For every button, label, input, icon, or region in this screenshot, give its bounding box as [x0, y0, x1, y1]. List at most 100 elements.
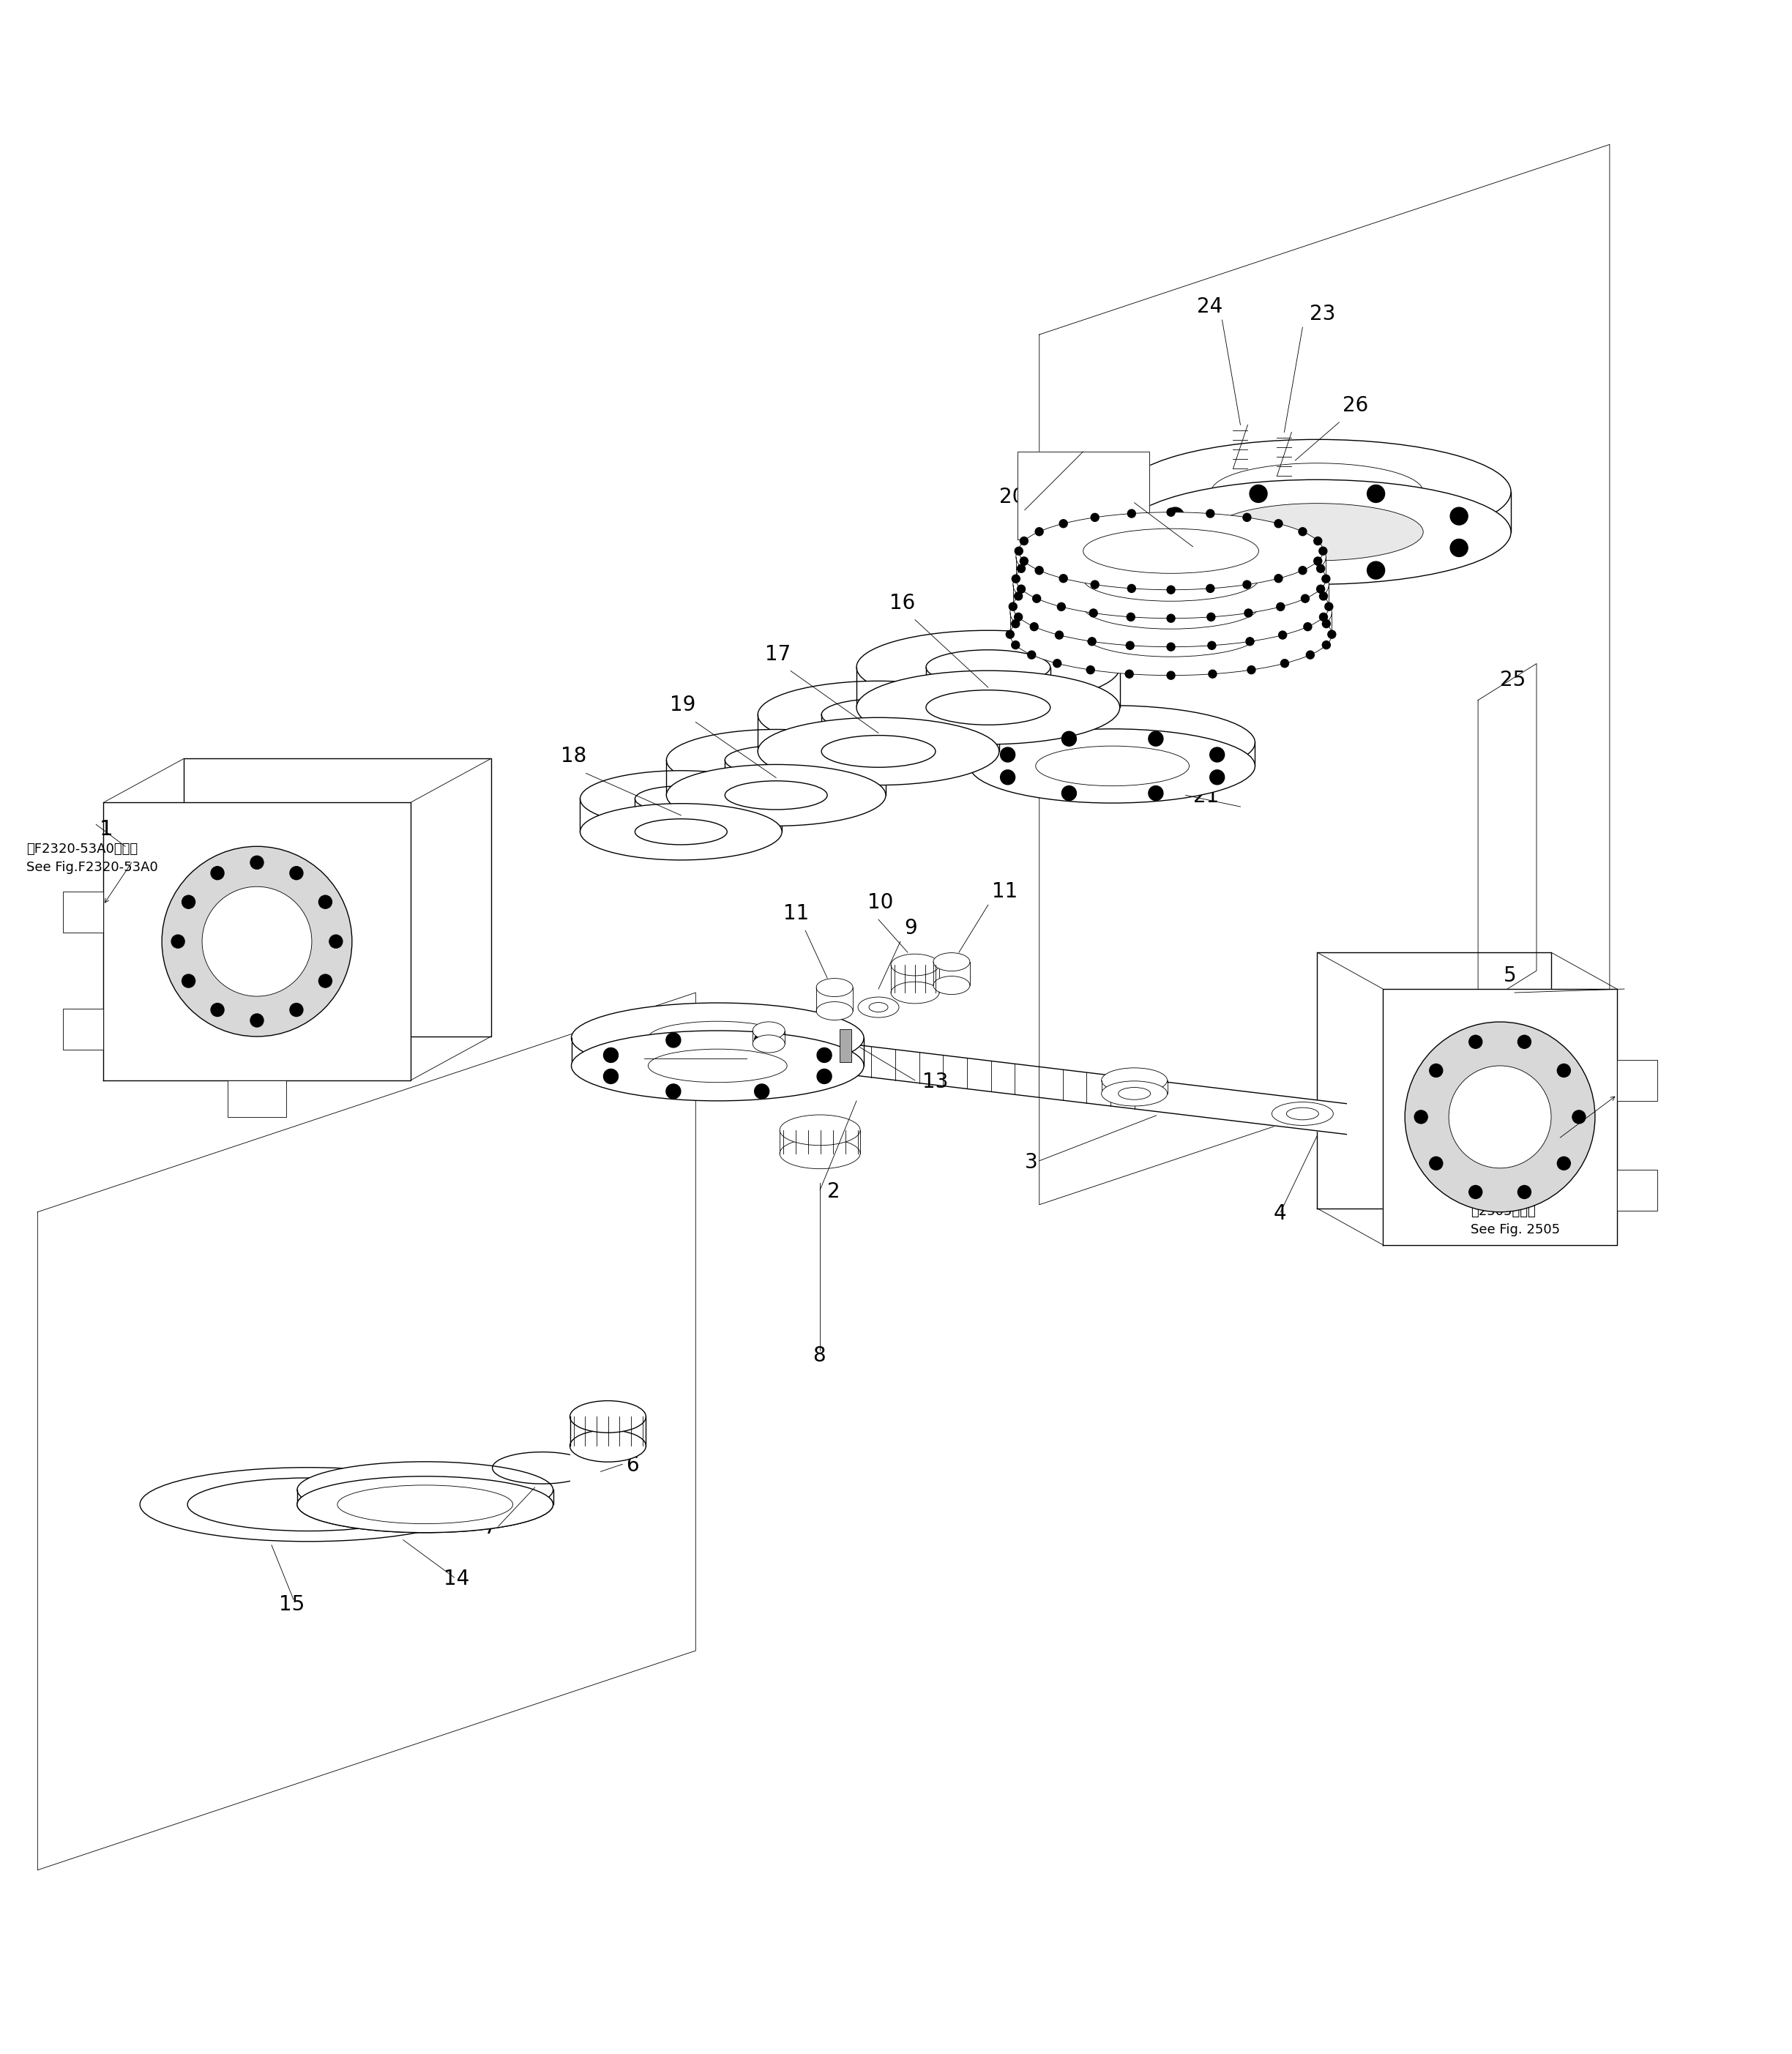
Ellipse shape [969, 729, 1254, 803]
Ellipse shape [780, 1115, 860, 1146]
Ellipse shape [817, 1002, 853, 1021]
Text: 22: 22 [1120, 477, 1145, 497]
Circle shape [1518, 1185, 1530, 1200]
Ellipse shape [858, 996, 900, 1017]
Circle shape [1557, 1064, 1570, 1076]
Circle shape [1301, 555, 1310, 563]
Circle shape [1247, 665, 1256, 674]
Polygon shape [63, 1009, 104, 1050]
Ellipse shape [572, 1031, 864, 1101]
Circle shape [172, 935, 185, 949]
Circle shape [604, 1068, 618, 1085]
Circle shape [754, 1033, 769, 1048]
Circle shape [1244, 581, 1251, 589]
Circle shape [1469, 1035, 1482, 1048]
Circle shape [1249, 485, 1267, 503]
Text: 7: 7 [484, 1518, 496, 1538]
Ellipse shape [780, 1138, 860, 1169]
Polygon shape [1616, 1060, 1658, 1101]
Circle shape [1430, 1064, 1443, 1076]
Circle shape [604, 1048, 618, 1062]
Circle shape [1208, 641, 1215, 649]
Circle shape [1469, 1185, 1482, 1200]
Text: 5: 5 [1503, 965, 1516, 986]
Circle shape [1314, 557, 1322, 565]
Ellipse shape [188, 1479, 428, 1530]
Ellipse shape [726, 781, 828, 809]
Circle shape [1245, 637, 1254, 645]
Circle shape [1210, 770, 1224, 785]
Text: 19: 19 [670, 694, 695, 715]
Circle shape [1281, 659, 1288, 668]
Circle shape [1367, 485, 1385, 503]
Circle shape [1061, 731, 1077, 746]
Ellipse shape [817, 978, 853, 996]
Ellipse shape [821, 698, 935, 731]
Circle shape [1005, 631, 1014, 639]
Circle shape [1167, 507, 1185, 526]
Circle shape [1572, 1111, 1586, 1124]
Circle shape [1057, 546, 1064, 555]
Polygon shape [38, 992, 695, 1869]
Circle shape [1319, 612, 1328, 620]
Circle shape [1125, 592, 1133, 600]
Text: 23: 23 [1310, 304, 1335, 325]
Circle shape [1086, 665, 1095, 674]
Circle shape [1167, 614, 1176, 622]
Circle shape [1091, 514, 1098, 522]
Circle shape [1055, 631, 1063, 639]
Circle shape [1319, 546, 1328, 555]
Circle shape [1014, 592, 1023, 600]
Polygon shape [185, 758, 491, 1037]
Ellipse shape [1036, 746, 1190, 787]
Circle shape [1430, 1156, 1443, 1171]
Circle shape [1249, 561, 1267, 579]
Circle shape [1055, 573, 1063, 581]
Circle shape [1414, 1111, 1428, 1124]
Circle shape [1020, 536, 1029, 544]
Circle shape [1027, 651, 1036, 659]
Circle shape [1274, 575, 1283, 583]
Text: 20: 20 [1000, 487, 1025, 507]
Circle shape [1032, 555, 1041, 563]
Circle shape [1011, 620, 1020, 629]
Circle shape [251, 857, 263, 869]
Text: 11: 11 [991, 881, 1018, 902]
Circle shape [667, 1033, 681, 1048]
Text: 24: 24 [1197, 296, 1222, 316]
Circle shape [1167, 507, 1176, 516]
Circle shape [1054, 602, 1061, 610]
Circle shape [1317, 565, 1324, 573]
Circle shape [1149, 731, 1163, 746]
Circle shape [1086, 596, 1095, 604]
Circle shape [1091, 581, 1098, 589]
Circle shape [1244, 608, 1253, 616]
Circle shape [1059, 520, 1068, 528]
Circle shape [1306, 610, 1314, 618]
Ellipse shape [297, 1477, 554, 1532]
Circle shape [1088, 567, 1097, 575]
Ellipse shape [753, 1021, 785, 1039]
Circle shape [1208, 563, 1215, 571]
Polygon shape [1317, 953, 1552, 1208]
Circle shape [183, 896, 195, 908]
Text: 17: 17 [765, 643, 790, 663]
Ellipse shape [1012, 544, 1330, 624]
Circle shape [1328, 631, 1335, 639]
Ellipse shape [1118, 1087, 1150, 1099]
Circle shape [1245, 567, 1254, 575]
Ellipse shape [572, 1002, 864, 1072]
Ellipse shape [857, 670, 1120, 744]
Ellipse shape [1016, 540, 1326, 618]
Text: 3: 3 [1025, 1152, 1038, 1173]
Ellipse shape [1211, 462, 1423, 520]
Circle shape [1036, 528, 1043, 536]
Ellipse shape [726, 746, 828, 774]
Circle shape [1036, 567, 1043, 575]
Circle shape [1450, 507, 1468, 526]
Circle shape [330, 935, 342, 949]
Ellipse shape [140, 1467, 477, 1540]
Circle shape [1167, 563, 1176, 571]
Circle shape [1020, 557, 1029, 565]
Circle shape [754, 1085, 769, 1099]
